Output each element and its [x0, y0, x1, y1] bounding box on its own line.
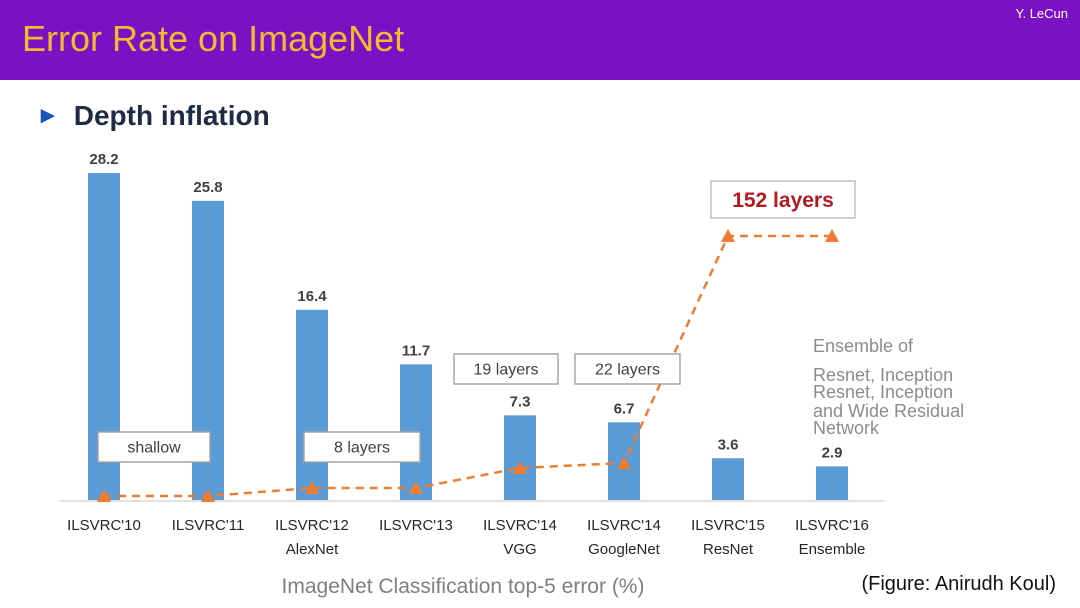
annotation-line: Resnet, Inception [813, 365, 953, 385]
slide-title: Error Rate on ImageNet [22, 18, 405, 59]
author-label: Y. LeCun [1015, 6, 1068, 21]
bar-value-label: 28.2 [89, 151, 118, 168]
callout-box [453, 353, 559, 385]
callout-box [710, 180, 856, 219]
bar [816, 466, 848, 500]
annotation-line: Ensemble of [813, 336, 914, 356]
annotation-line: Network [813, 418, 880, 438]
callout-label: 8 layers [334, 440, 390, 457]
x-tick-label: ResNet [703, 541, 754, 558]
bullet-point: ► Depth inflation [36, 100, 270, 132]
depth-marker [201, 489, 215, 502]
bar-value-label: 3.6 [718, 436, 739, 453]
depth-marker [513, 461, 527, 474]
callout-box [574, 353, 681, 385]
bar-value-label: 11.7 [402, 342, 430, 359]
bar-value-label: 25.8 [193, 179, 222, 196]
x-tick-label: ILSVRC'13 [379, 517, 453, 534]
depth-marker [409, 481, 423, 494]
callout-box [97, 431, 211, 463]
bar [504, 415, 536, 500]
callout-label: 152 layers [732, 189, 834, 212]
depth-marker [721, 229, 735, 242]
callout-box [303, 431, 421, 463]
bar-value-label: 2.9 [822, 444, 843, 461]
x-tick-label: VGG [503, 541, 536, 558]
depth-line [104, 234, 832, 498]
callout-label: 22 layers [595, 362, 660, 379]
depth-marker [617, 456, 631, 469]
slide-header: Error Rate on ImageNet Y. LeCun [0, 0, 1080, 80]
x-tick-label: AlexNet [286, 541, 339, 558]
callout-label: shallow [127, 440, 181, 457]
depth-marker [825, 229, 839, 242]
x-axis-title: ImageNet Classification top-5 error (%) [282, 575, 645, 598]
x-tick-label: Ensemble [799, 541, 866, 558]
x-tick-label: ILSVRC'15 [691, 517, 765, 534]
bar-value-label: 16.4 [297, 288, 327, 305]
x-tick-label: ILSVRC'10 [67, 517, 141, 534]
depth-marker [305, 481, 319, 494]
x-tick-label: GoogleNet [588, 541, 661, 558]
depth-marker [97, 489, 111, 502]
triangle-right-icon: ► [36, 102, 60, 129]
x-tick-label: ILSVRC'12 [275, 517, 349, 534]
figure-credit: (Figure: Anirudh Koul) [861, 573, 1056, 595]
bar [296, 309, 328, 500]
x-tick-label: ILSVRC'14 [483, 517, 557, 534]
bullet-text: Depth inflation [73, 100, 270, 131]
bar-value-label: 6.7 [614, 400, 635, 417]
bar-value-label: 7.3 [510, 393, 531, 410]
x-tick-label: ILSVRC'16 [795, 517, 869, 534]
annotation-line: Resnet, Inception [813, 382, 953, 402]
x-tick-label: ILSVRC'14 [587, 517, 661, 534]
bar [712, 458, 744, 500]
callout-label: 19 layers [474, 362, 539, 379]
x-tick-label: ILSVRC'11 [172, 517, 245, 534]
annotation-line: and Wide Residual [813, 401, 964, 421]
